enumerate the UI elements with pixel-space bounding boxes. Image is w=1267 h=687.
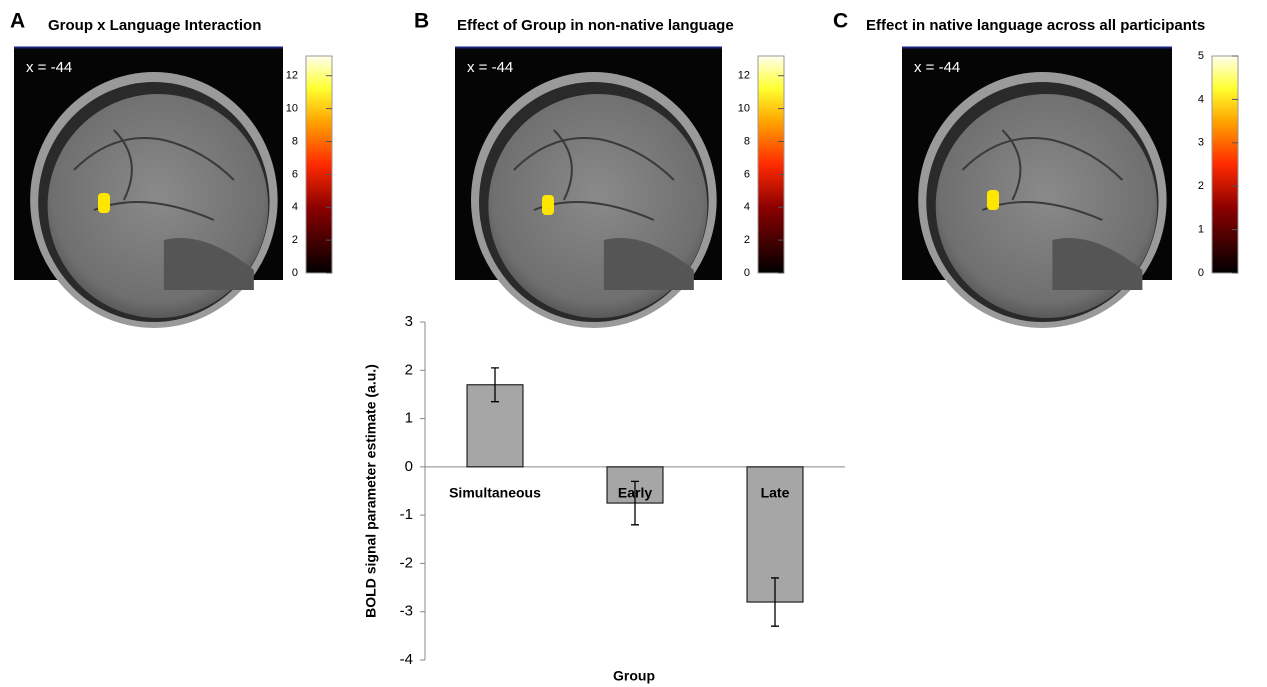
colorbar-tick-label: 0 (1198, 267, 1204, 279)
cerebellum (1052, 238, 1143, 290)
activation (542, 195, 554, 215)
cerebellum (603, 238, 694, 290)
colorbar-tick-label: 2 (744, 234, 750, 246)
colorbar-tick-label: 10 (286, 103, 298, 115)
y-tick-label: 2 (405, 361, 413, 378)
panel-letter: A (10, 10, 25, 33)
panel-title: Effect in native language across all par… (866, 17, 1205, 34)
colorbar-tick-label: 2 (292, 234, 298, 246)
colorbar-tick-label: 10 (738, 103, 750, 115)
colorbar-tick-label: 0 (292, 267, 298, 279)
colorbar-tick-label: 6 (292, 168, 298, 180)
x-tick-label: Simultaneous (449, 485, 541, 501)
colorbar-tick-label: 0 (744, 267, 750, 279)
colorbar-tick-label: 6 (744, 168, 750, 180)
error-bar (771, 577, 779, 627)
colorbar (757, 55, 785, 274)
y-tick-label: 1 (405, 410, 413, 427)
x-axis-label: Group (613, 668, 655, 684)
colorbar (305, 55, 333, 274)
cerebellum (163, 238, 254, 290)
y-tick-label: -2 (400, 554, 413, 571)
slice-label: x = -44 (467, 59, 513, 76)
panel-title: Group x Language Interaction (48, 17, 261, 34)
y-tick-label: 3 (405, 313, 413, 330)
activation (98, 193, 110, 213)
y-tick-label: 0 (405, 458, 413, 475)
y-tick-label: -4 (400, 651, 413, 668)
y-tick-label: -1 (400, 506, 413, 523)
x-tick-label: Early (618, 485, 652, 501)
colorbar-tick-label: 12 (738, 70, 750, 82)
panel-title: Effect of Group in non-native language (457, 17, 734, 34)
x-tick-label: Late (761, 485, 790, 501)
colorbar-tick-label: 4 (744, 201, 750, 213)
slice-label: x = -44 (26, 59, 72, 76)
colorbar-tick-label: 5 (1198, 50, 1204, 62)
colorbar-tick-label: 4 (1198, 93, 1204, 105)
colorbar-tick-label: 8 (744, 135, 750, 147)
panel-letter: C (833, 10, 848, 33)
colorbar (1211, 55, 1239, 274)
error-bar (491, 367, 499, 403)
activation (987, 190, 999, 210)
error-bar (631, 480, 639, 526)
y-tick-label: -3 (400, 603, 413, 620)
colorbar-tick-label: 8 (292, 135, 298, 147)
slice-label: x = -44 (914, 59, 960, 76)
colorbar-tick-label: 1 (1198, 224, 1204, 236)
colorbar-tick-label: 4 (292, 201, 298, 213)
colorbar-tick-label: 3 (1198, 137, 1204, 149)
colorbar-tick-label: 2 (1198, 180, 1204, 192)
y-axis-label: BOLD signal parameter estimate (a.u.) (363, 364, 379, 618)
panel-letter: B (414, 10, 429, 33)
colorbar-tick-label: 12 (286, 70, 298, 82)
